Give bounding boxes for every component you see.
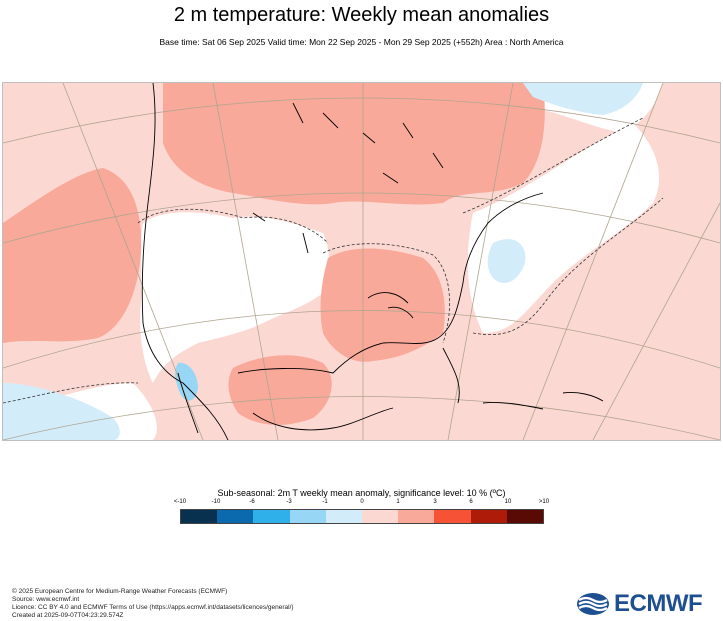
chart-title: 2 m temperature: Weekly mean anomalies <box>173 4 550 26</box>
significance-contours <box>3 117 664 404</box>
neutral-region-west <box>140 212 329 383</box>
legend-color-swatch <box>434 510 471 523</box>
legend-tick: 1 <box>396 499 400 505</box>
legend-color-swatch <box>362 510 399 523</box>
chart-subtitle: Base time: Sat 06 Sep 2025 Valid time: M… <box>159 37 564 47</box>
legend-title: Sub-seasonal: 2m T weekly mean anomaly, … <box>217 488 506 498</box>
cool-region-pacific-sw <box>3 383 120 440</box>
legend-colorbar <box>180 509 544 524</box>
legend-ticks: <-10 -10 -6 -3 -1 0 1 3 6 10 >10 <box>171 498 553 508</box>
legend-color-swatch <box>181 510 218 523</box>
ecmwf-logo: ECMWF <box>576 590 716 618</box>
footer: © 2025 European Centre for Medium-Range … <box>12 588 294 620</box>
licence-text: Licence: CC BY 4.0 and ECMWF Terms of Us… <box>12 604 294 611</box>
legend-tick: -3 <box>286 499 292 505</box>
legend-color-swatch <box>398 510 435 523</box>
legend-tick: -10 <box>211 499 221 505</box>
cool-region-northeast <box>523 83 643 115</box>
ecmwf-logo-icon <box>577 593 609 615</box>
copyright-text: © 2025 European Centre for Medium-Range … <box>12 588 228 595</box>
coastlines <box>141 83 604 440</box>
legend-tick: 0 <box>360 499 364 505</box>
legend-tick: <-10 <box>173 499 187 505</box>
legend-tick: -6 <box>249 499 255 505</box>
ecmwf-logo-text: ECMWF <box>614 590 703 617</box>
map-canvas <box>3 83 720 440</box>
warm-region-central-us <box>320 248 445 362</box>
created-text: Created at 2025-09-07T04:23:29.574Z <box>12 612 124 619</box>
legend-color-swatch <box>325 510 363 523</box>
legend-color-swatch <box>217 510 254 523</box>
legend-tick: >10 <box>538 499 550 505</box>
legend-tick: 6 <box>469 499 473 505</box>
warm-region-canada <box>163 83 545 205</box>
anomaly-map <box>2 82 721 441</box>
legend-color-swatch <box>289 510 326 523</box>
legend-tick: 3 <box>433 499 437 505</box>
legend-color-swatch <box>253 510 290 523</box>
legend-tick: 10 <box>504 499 512 505</box>
legend-tick: -1 <box>322 499 328 505</box>
warm-region-mexico <box>228 355 332 425</box>
warm-region-pacific <box>3 168 142 343</box>
graticule <box>3 83 720 440</box>
legend-color-swatch <box>470 510 507 523</box>
neutral-region-atlantic <box>467 123 660 333</box>
cool-region-baja <box>175 362 198 401</box>
cool-region-atlantic <box>487 239 526 283</box>
source-text: Source: www.ecmwf.int <box>12 596 80 603</box>
legend-color-swatch <box>506 510 544 523</box>
